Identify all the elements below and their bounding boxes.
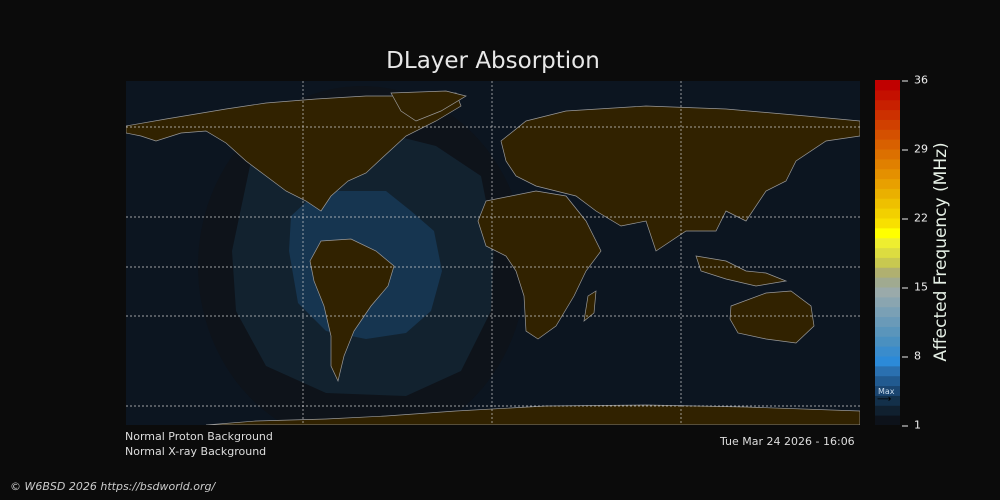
- north-america: [126, 92, 462, 212]
- xray-status: Normal X-ray Background: [125, 445, 267, 458]
- colorbar-band: [875, 80, 900, 91]
- colorbar-tick: 29: [902, 143, 928, 156]
- colorbar-band: [875, 356, 900, 367]
- colorbar-band: [875, 257, 900, 268]
- australia: [729, 290, 815, 344]
- colorbar-band: [875, 227, 900, 239]
- colorbar: [875, 80, 900, 425]
- colorbar-band: [875, 208, 900, 219]
- colorbar-tick: 8: [902, 350, 921, 363]
- south-america: [309, 238, 395, 383]
- greenland: [390, 90, 467, 122]
- graticule: [126, 81, 860, 425]
- colorbar-band: [875, 316, 900, 327]
- colorbar-tick: 15: [902, 281, 928, 294]
- copyright-footer: © W6BSD 2026 https://bsdworld.org/: [10, 480, 216, 493]
- proton-status: Normal Proton Background: [125, 430, 273, 443]
- world-map: [126, 81, 860, 425]
- africa: [477, 190, 602, 340]
- colorbar-band: [875, 237, 900, 249]
- colorbar-band: [875, 178, 900, 189]
- colorbar-band: [875, 149, 900, 160]
- colorbar-band: [875, 109, 900, 120]
- colorbar-band: [875, 267, 900, 278]
- colorbar-tick: 36: [902, 74, 928, 87]
- colorbar-tick: 1: [902, 419, 921, 432]
- timestamp: Tue Mar 24 2026 - 16:06: [720, 435, 855, 448]
- eurasia: [500, 105, 860, 252]
- max-marker-label: Max: [878, 387, 895, 396]
- colorbar-band: [875, 168, 900, 180]
- max-arrow-icon: ⟶: [877, 394, 892, 405]
- colorbar-band: [875, 405, 900, 416]
- colorbar-band: [875, 99, 900, 111]
- colorbar-band: [875, 277, 900, 288]
- colorbar-band: [875, 346, 900, 357]
- colorbar-band: [875, 198, 900, 209]
- colorbar-band: [875, 415, 900, 425]
- southeast-asia-islands: [695, 255, 788, 287]
- colorbar-band: [875, 287, 900, 298]
- colorbar-band: [875, 336, 900, 347]
- colorbar-band: [875, 188, 900, 199]
- colorbar-band: [875, 119, 900, 130]
- colorbar-label: Affected Frequency (MHz): [931, 142, 951, 362]
- colorbar-tick: 22: [902, 212, 928, 225]
- colorbar-band: [875, 365, 900, 377]
- colorbar-band: [875, 326, 900, 337]
- colorbar-band: [875, 247, 900, 258]
- colorbar-band: [875, 395, 900, 406]
- map-title: DLayer Absorption: [386, 48, 600, 74]
- madagascar: [583, 290, 597, 322]
- colorbar-band: [875, 375, 900, 387]
- land-masses: [126, 90, 860, 425]
- colorbar-band: [875, 218, 900, 229]
- colorbar-band: [875, 296, 900, 308]
- colorbar-band: [875, 385, 900, 396]
- colorbar-band: [875, 89, 900, 101]
- colorbar-band: [875, 306, 900, 318]
- colorbar-band: [875, 158, 900, 170]
- colorbar-band: [875, 139, 900, 150]
- colorbar-band: [875, 129, 900, 140]
